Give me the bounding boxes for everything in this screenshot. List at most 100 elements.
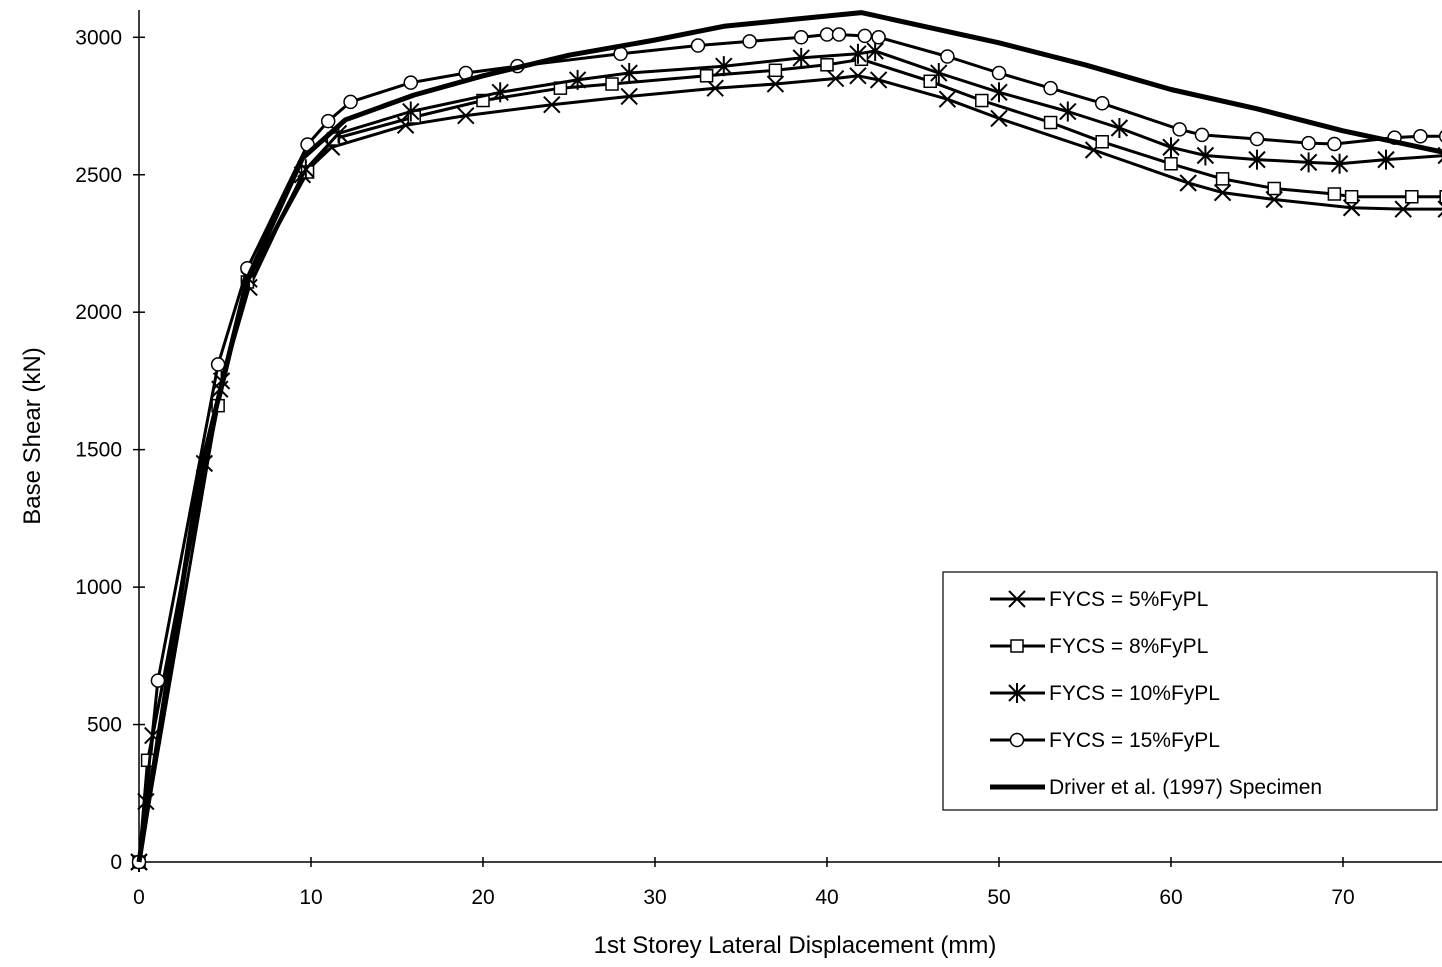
x-axis-title: 1st Storey Lateral Displacement (mm) [594,932,997,959]
y-tick-label: 1000 [75,576,122,599]
marker-stroke [1179,174,1197,192]
data-point [1043,115,1058,130]
marker-stroke [766,75,785,93]
data-point [1196,145,1215,166]
data-point [402,101,420,122]
data-point [1043,80,1058,96]
data-point [620,63,638,84]
data-point [975,93,989,108]
y-ticks: 0 500 1000 1500 2000 2500 3000 [75,26,145,874]
data-point [1377,149,1395,170]
series-layer [130,10,1442,872]
data-point [1439,189,1442,204]
x-ticks: 0 10 20 30 40 50 60 70 [133,857,1355,909]
marker-stroke [1437,200,1442,207]
y-axis-title: Base Shear (kN) [19,347,46,524]
data-point [1164,157,1178,171]
marker-stroke [1394,200,1412,218]
data-point [1213,183,1232,202]
marker-stroke [849,67,867,85]
data-point [1172,122,1187,137]
y-tick-label: 2000 [75,301,122,324]
data-point [1327,187,1342,201]
data-point [1438,130,1442,143]
data-point [1405,189,1419,204]
data-point [793,30,809,45]
data-point [491,82,509,103]
series-3 [131,27,1442,870]
data-point [990,82,1008,103]
y-tick-label: 0 [110,851,122,874]
marker-stroke [1437,158,1442,165]
data-point [1094,96,1110,111]
data-point [871,30,886,45]
data-point [715,56,733,77]
data-point [605,77,619,91]
data-point [869,71,888,89]
data-point [857,28,873,44]
data-point [210,357,226,372]
data-point [1162,137,1180,158]
series-4 [136,10,1442,863]
marker-stroke [869,71,888,89]
data-point [457,106,475,125]
data-point [792,47,810,68]
data-point [768,63,783,78]
y-tick-label: 2500 [75,164,122,187]
data-point [690,38,706,53]
data-point [849,43,867,64]
legend-swatch-marker [1010,639,1024,653]
data-point [320,113,336,129]
data-point [1394,200,1412,218]
data-point [1095,135,1109,149]
data-point [1267,181,1281,196]
legend-swatch-marker [1009,732,1025,748]
marker-stroke [1008,590,1026,608]
marker-stroke [620,87,638,106]
data-point [699,69,714,83]
data-point [1327,136,1342,152]
data-point [403,75,419,90]
data-point [849,67,867,85]
y-tick-label: 1500 [75,439,122,462]
legend: FYCS = 5%FyPL FYCS = 8%FyPL FYCS = 10%Fy… [942,571,1438,811]
data-point [1299,152,1318,173]
data-point [940,49,955,64]
legend-label-5pct: FYCS = 5%FyPL [1049,588,1208,611]
legend-swatches [990,590,1045,790]
data-point [819,27,835,42]
data-point [343,94,358,110]
x-tick-label: 60 [1159,886,1182,909]
marker-stroke [1437,211,1442,218]
data-point [742,34,757,49]
data-point [990,109,1008,128]
data-point [568,69,587,90]
legend-swatch-marker [1008,683,1026,703]
legend-box [942,571,1438,811]
x-tick-label: 70 [1331,886,1354,909]
plot-area-group: 0 10 20 30 40 50 60 70 0 500 1000 1500 2000 2500 3000 [75,10,1442,909]
marker-stroke [543,95,561,114]
marker-stroke [990,109,1008,128]
legend-label-8pct: FYCS = 8%FyPL [1049,635,1208,658]
x-tick-label: 30 [643,886,666,909]
data-point [1179,174,1197,192]
data-point [1215,172,1230,186]
x-tick-label: 10 [299,886,322,909]
data-point [1344,189,1359,204]
data-point [826,69,845,88]
marker-stroke [826,69,845,88]
data-point [706,79,724,97]
data-point [930,63,948,84]
data-point [620,87,638,106]
data-point [831,27,847,42]
x-tick-label: 40 [815,886,838,909]
x-tick-label: 0 [133,886,145,909]
x-tick-label: 50 [987,886,1010,909]
data-point [1437,200,1442,218]
data-point [150,673,166,688]
data-point [1059,101,1077,122]
legend-swatch-marker [1008,590,1026,608]
data-point [1301,135,1316,151]
y-tick-label: 3000 [75,26,122,49]
